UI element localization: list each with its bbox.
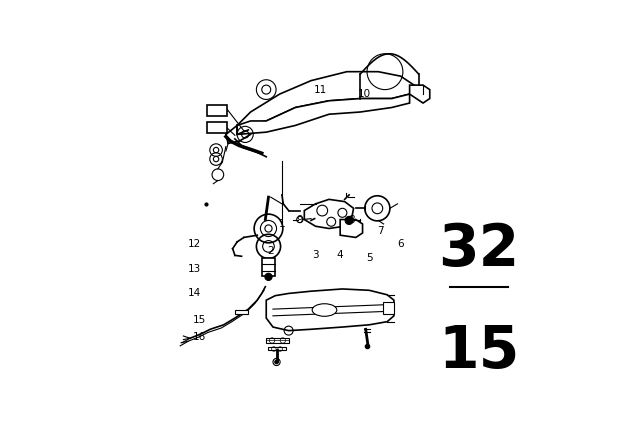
Polygon shape (340, 220, 362, 237)
Text: 15: 15 (193, 315, 205, 325)
Ellipse shape (312, 304, 337, 316)
Text: 4: 4 (337, 250, 344, 260)
FancyBboxPatch shape (383, 302, 394, 314)
FancyBboxPatch shape (207, 122, 227, 133)
Polygon shape (262, 258, 275, 276)
Circle shape (345, 216, 353, 224)
Text: 11: 11 (314, 85, 326, 95)
FancyBboxPatch shape (207, 105, 227, 116)
Circle shape (265, 273, 272, 280)
Text: 32: 32 (438, 221, 520, 278)
Text: 1: 1 (278, 219, 285, 229)
Text: 5: 5 (366, 253, 372, 263)
Polygon shape (266, 289, 394, 331)
Text: 10: 10 (358, 89, 371, 99)
Text: 12: 12 (188, 239, 201, 249)
Polygon shape (237, 72, 414, 125)
Polygon shape (237, 94, 410, 134)
Text: 6: 6 (397, 239, 404, 249)
Text: 9: 9 (296, 215, 303, 224)
Polygon shape (268, 347, 287, 350)
Polygon shape (410, 85, 430, 103)
Text: 16: 16 (193, 332, 205, 342)
Text: 2: 2 (268, 246, 274, 256)
Text: 8: 8 (348, 215, 355, 224)
Text: 13: 13 (188, 264, 201, 274)
Text: 7: 7 (377, 226, 384, 236)
Polygon shape (235, 310, 248, 314)
Polygon shape (266, 338, 289, 343)
Polygon shape (305, 199, 353, 228)
Circle shape (275, 360, 278, 364)
Text: 14: 14 (188, 289, 201, 298)
Text: 3: 3 (312, 250, 319, 260)
Text: 15: 15 (438, 323, 520, 379)
